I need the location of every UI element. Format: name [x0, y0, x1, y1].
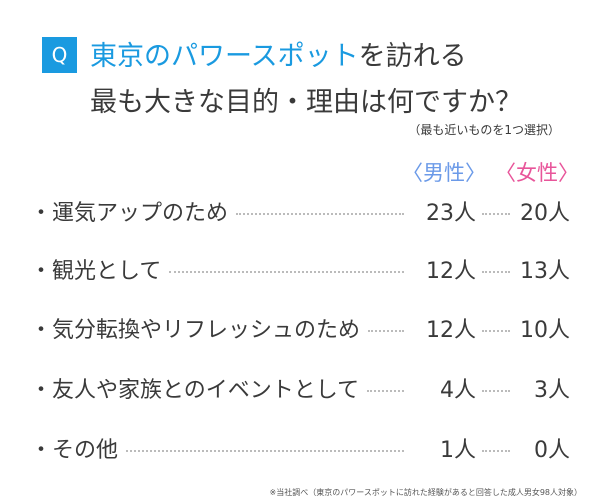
header-female: 〈女性〉 [495, 161, 579, 185]
female-count: 13人 [520, 259, 570, 284]
question-title-line2: 最も大きな目的・理由は何ですか？ [90, 87, 522, 118]
result-row: ・気分転換やリフレッシュのため 12人 10人 [30, 311, 570, 345]
male-count: 1人 [440, 438, 476, 463]
result-row: ・観光として 12人 13人 [30, 252, 570, 286]
result-row: ・その他 1人 0人 [30, 431, 570, 465]
row-label: ・観光として [30, 259, 162, 284]
dotted-leader [368, 330, 404, 332]
title-highlight: 東京のパワースポット [90, 41, 359, 72]
female-count: 10人 [520, 318, 570, 343]
row-label: ・運気アップのため [30, 201, 229, 226]
male-count: 4人 [440, 378, 476, 403]
question-note: （最も近いものを1つ選択） [408, 123, 560, 137]
dotted-leader [126, 450, 404, 452]
title-rest: を訪れる [358, 41, 467, 72]
dotted-leader [236, 213, 404, 215]
result-row: ・友人や家族とのイベントとして 4人 3人 [30, 371, 570, 405]
dotted-leader [482, 271, 510, 273]
question-badge: Q [42, 37, 77, 73]
female-count: 3人 [534, 378, 570, 403]
dotted-leader [482, 390, 510, 392]
result-row: ・運気アップのため 23人 20人 [30, 194, 570, 228]
male-count: 23人 [426, 201, 476, 226]
row-label: ・気分転換やリフレッシュのため [30, 318, 361, 343]
question-title: 東京のパワースポットを訪れる [90, 34, 467, 73]
row-label: ・友人や家族とのイベントとして [30, 378, 360, 403]
row-label: ・その他 [30, 438, 119, 463]
dotted-leader [367, 390, 404, 392]
dotted-leader [482, 213, 510, 215]
male-count: 12人 [426, 318, 476, 343]
female-count: 0人 [534, 438, 570, 463]
male-count: 12人 [426, 259, 476, 284]
female-count: 20人 [520, 201, 570, 226]
dotted-leader [482, 330, 510, 332]
dotted-leader [169, 271, 404, 273]
dotted-leader [482, 450, 510, 452]
header-male: 〈男性〉 [402, 161, 486, 185]
footnote: ※当社調べ（東京のパワースポットに訪れた経験があると回答した成人男女98人対象） [269, 488, 582, 497]
